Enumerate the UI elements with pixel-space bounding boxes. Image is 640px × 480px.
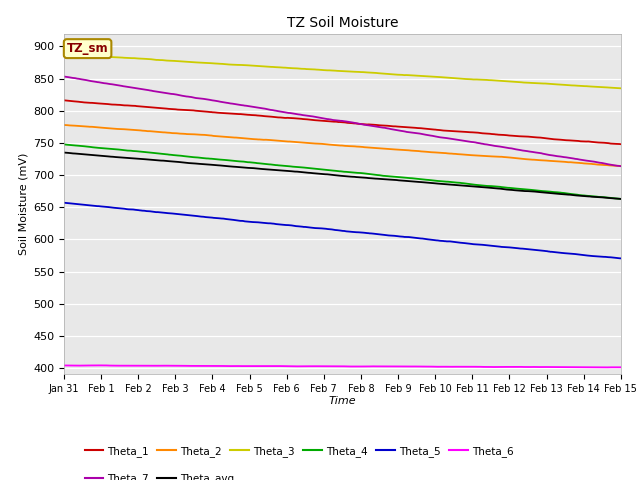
Theta_5 (328, 227, 335, 232)
Theta_5 (516, 246, 524, 252)
Line: Theta_7: Theta_7 (64, 76, 621, 166)
Theta_avg (604, 195, 611, 201)
Theta_avg (516, 188, 524, 193)
Title: TZ Soil Moisture: TZ Soil Moisture (287, 16, 398, 30)
Theta_1 (392, 123, 399, 129)
Theta_2 (617, 163, 625, 169)
Theta_3 (60, 51, 68, 57)
Theta_1 (362, 121, 369, 127)
Theta_6 (60, 362, 68, 368)
Theta_2 (328, 142, 335, 148)
Line: Theta_4: Theta_4 (64, 144, 621, 199)
Theta_6 (97, 362, 105, 368)
Theta_6 (362, 364, 370, 370)
Theta_7 (392, 127, 399, 132)
Legend: Theta_7, Theta_avg: Theta_7, Theta_avg (81, 469, 239, 480)
Theta_3 (392, 72, 399, 77)
Theta_3 (516, 79, 524, 85)
Theta_3 (604, 84, 611, 90)
Theta_2 (324, 142, 332, 147)
Text: TZ_sm: TZ_sm (67, 42, 108, 55)
Line: Theta_2: Theta_2 (64, 125, 621, 166)
Theta_2 (60, 122, 68, 128)
Theta_3 (362, 70, 369, 75)
Line: Theta_3: Theta_3 (64, 54, 621, 88)
Line: Theta_5: Theta_5 (64, 203, 621, 258)
Theta_3 (328, 68, 335, 73)
Theta_6 (593, 364, 601, 370)
Theta_avg (617, 196, 625, 202)
Theta_4 (60, 142, 68, 147)
Theta_7 (362, 122, 369, 128)
Theta_7 (617, 163, 625, 169)
Theta_avg (392, 177, 399, 183)
Theta_7 (604, 161, 611, 167)
Theta_1 (60, 97, 68, 103)
Theta_4 (362, 171, 369, 177)
Theta_5 (617, 255, 625, 261)
Line: Theta_avg: Theta_avg (64, 153, 621, 199)
Theta_4 (516, 186, 524, 192)
Line: Theta_1: Theta_1 (64, 100, 621, 144)
Theta_1 (617, 141, 625, 147)
Theta_6 (326, 363, 333, 369)
Theta_avg (328, 172, 335, 178)
Theta_1 (604, 140, 611, 146)
Theta_2 (516, 156, 524, 161)
Theta_3 (324, 67, 332, 73)
Theta_5 (324, 226, 332, 232)
Theta_avg (362, 175, 369, 180)
Theta_4 (604, 195, 611, 201)
Theta_7 (324, 116, 332, 122)
Theta_6 (617, 364, 625, 370)
Theta_7 (60, 73, 68, 79)
Theta_7 (328, 117, 335, 123)
Theta_3 (617, 85, 625, 91)
Theta_2 (392, 146, 399, 152)
Theta_avg (60, 150, 68, 156)
Theta_5 (60, 200, 68, 205)
Theta_7 (516, 147, 524, 153)
Y-axis label: Soil Moisture (mV): Soil Moisture (mV) (19, 153, 29, 255)
Theta_6 (329, 363, 337, 369)
Theta_6 (606, 364, 614, 370)
Theta_6 (518, 364, 525, 370)
Theta_4 (328, 168, 335, 173)
Theta_4 (392, 174, 399, 180)
Theta_5 (362, 230, 369, 236)
X-axis label: Time: Time (328, 396, 356, 406)
Theta_5 (604, 254, 611, 260)
Theta_2 (362, 144, 369, 150)
Theta_5 (392, 233, 399, 239)
Theta_2 (604, 162, 611, 168)
Theta_1 (328, 119, 335, 124)
Theta_1 (324, 119, 332, 124)
Theta_4 (617, 196, 625, 202)
Theta_4 (324, 168, 332, 173)
Theta_avg (324, 172, 332, 178)
Theta_1 (516, 133, 524, 139)
Theta_6 (393, 363, 401, 369)
Line: Theta_6: Theta_6 (64, 365, 621, 367)
